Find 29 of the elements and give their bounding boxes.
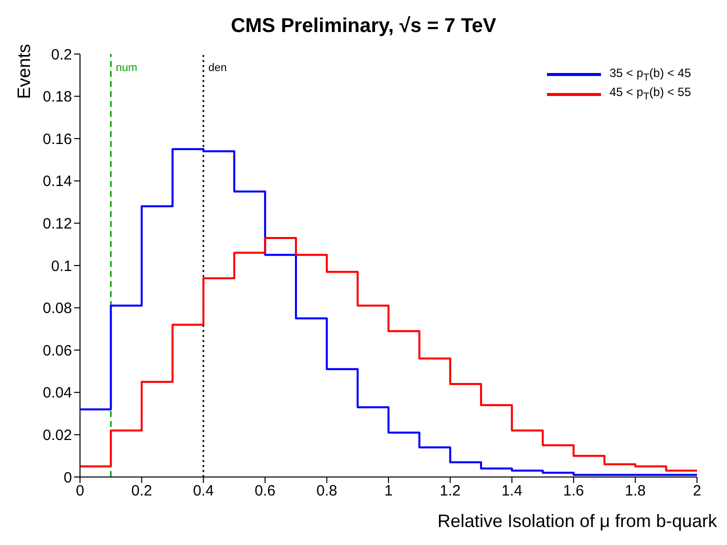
ref-line-label: den — [208, 62, 227, 74]
x-tick-label: 2 — [692, 482, 702, 500]
y-tick-label: 0.14 — [42, 173, 72, 190]
x-tick-label: 0.2 — [131, 482, 152, 500]
ref-line-label: num — [116, 62, 138, 74]
legend-label: 35 < p$_{T}$(b) < 45 — [609, 66, 691, 84]
x-tick-label: 1 — [384, 482, 393, 500]
legend-label: 45 < p$_{T}$(b) < 55 — [609, 85, 691, 103]
y-tick-label: 0.08 — [42, 300, 72, 318]
y-tick-label: 0.2 — [51, 46, 72, 64]
y-tick-label: 0.02 — [42, 427, 72, 444]
y-tick-label: 0.12 — [42, 216, 72, 233]
x-tick-label: 0.8 — [316, 482, 338, 500]
y-tick-label: 0 — [64, 469, 72, 486]
x-tick-label: 1.8 — [624, 482, 646, 500]
y-tick-label: 0.18 — [42, 88, 72, 106]
x-axis-title: Relative Isolation of μ from b-quark — [438, 511, 718, 531]
x-tick-label: 1.2 — [440, 482, 461, 500]
x-tick-label: 1.4 — [501, 482, 522, 500]
y-tick-label: 0.04 — [42, 384, 72, 402]
x-tick-label: 0 — [76, 482, 84, 500]
y-tick-label: 0.16 — [42, 130, 72, 148]
y-axis-title: Events — [14, 44, 34, 99]
x-tick-label: 1.6 — [563, 482, 584, 500]
y-tick-label: 0.1 — [51, 258, 72, 275]
x-tick-label: 0.4 — [192, 482, 214, 500]
chart-title: CMS Preliminary, √s = 7 TeV — [230, 14, 498, 39]
x-tick-label: 0.6 — [254, 482, 276, 500]
y-tick-label: 0.06 — [42, 342, 72, 360]
